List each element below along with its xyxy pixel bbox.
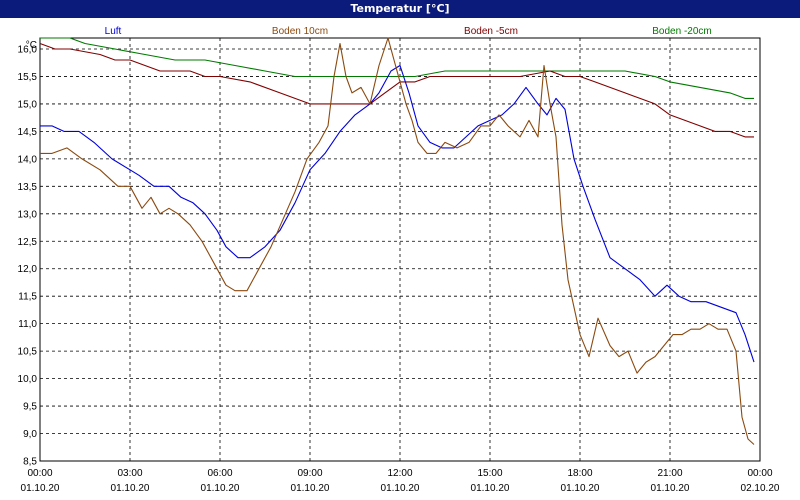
x-tick-time: 09:00 — [297, 468, 322, 479]
legend-entry: Boden 10cm — [272, 26, 328, 37]
legend-entry: Luft — [105, 26, 122, 37]
y-tick-label: 11,5 — [18, 292, 37, 303]
y-axis-label: °C — [26, 40, 37, 51]
x-tick-time: 18:00 — [567, 468, 592, 479]
series-line-boden-10cm — [40, 37, 755, 445]
y-tick-label: 10,0 — [18, 374, 38, 385]
x-tick-time: 00:00 — [27, 468, 52, 479]
x-tick-date: 01.10.20 — [291, 483, 330, 494]
y-tick-label: 9,5 — [23, 402, 37, 413]
x-tick-date: 01.10.20 — [651, 483, 690, 494]
y-tick-label: 13,0 — [18, 209, 38, 220]
series-line-luft — [40, 64, 755, 363]
y-tick-label: 8,5 — [23, 457, 37, 468]
y-tick-label: 11,0 — [18, 319, 37, 330]
x-tick-date: 01.10.20 — [561, 483, 600, 494]
x-tick-time: 03:00 — [117, 468, 142, 479]
x-tick-time: 12:00 — [387, 468, 412, 479]
x-tick-date: 01.10.20 — [111, 483, 150, 494]
x-tick-date: 01.10.20 — [471, 483, 510, 494]
y-tick-label: 15,0 — [18, 99, 38, 110]
x-tick-date: 01.10.20 — [21, 483, 60, 494]
legend-entry: Boden -5cm — [464, 26, 518, 37]
x-tick-date: 01.10.20 — [201, 483, 240, 494]
y-tick-label: 16,0 — [18, 44, 38, 55]
x-tick-time: 15:00 — [477, 468, 502, 479]
y-tick-label: 12,5 — [18, 237, 38, 248]
series-line-boden-5cm — [39, 42, 754, 138]
y-tick-label: 12,0 — [18, 264, 38, 275]
x-tick-date: 01.10.20 — [381, 483, 420, 494]
temperature-chart: 16,0 15,5 15,0 14,5 14,0 13,5 13,0 12,5 12,0 11,5… — [18, 26, 780, 494]
chart-title: Temperatur [°C] — [0, 0, 800, 18]
y-tick-label: 9,0 — [23, 429, 37, 440]
y-tick-label: 15,5 — [18, 72, 38, 83]
x-tick-time: 06:00 — [207, 468, 232, 479]
y-tick-label: 14,0 — [18, 154, 38, 165]
legend-entry: Boden -20cm — [652, 26, 711, 37]
x-tick-time: 00:00 — [747, 468, 772, 479]
series-line-boden-20cm — [40, 37, 754, 99]
y-tick-label: 10,5 — [18, 347, 38, 358]
x-tick-time: 21:00 — [657, 468, 682, 479]
x-tick-date: 02.10.20 — [741, 483, 780, 494]
y-tick-label: 13,5 — [18, 182, 38, 193]
y-tick-label: 14,5 — [18, 127, 38, 138]
